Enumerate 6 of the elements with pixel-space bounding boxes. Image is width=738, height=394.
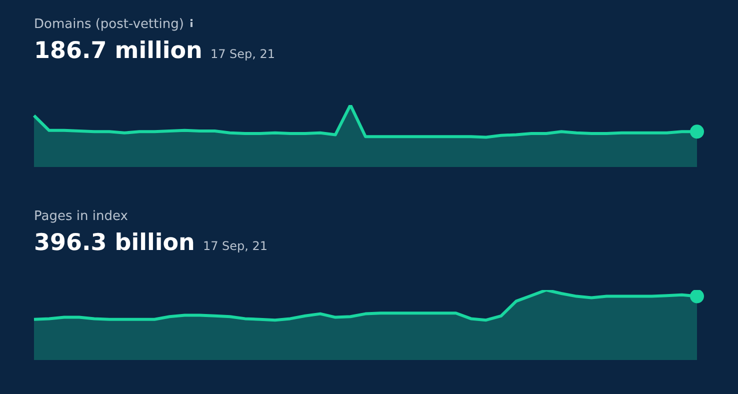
text: 17 Sep, 21 — [210, 47, 276, 61]
chart-subtitle: 396.3 billion — [34, 230, 195, 256]
chart-title: Pages in index — [34, 209, 128, 224]
text: 17 Sep, 21 — [202, 239, 268, 253]
chart-title: Domains (post-vetting) — [34, 17, 184, 32]
chart-subtitle: 186.7 million — [34, 38, 202, 64]
